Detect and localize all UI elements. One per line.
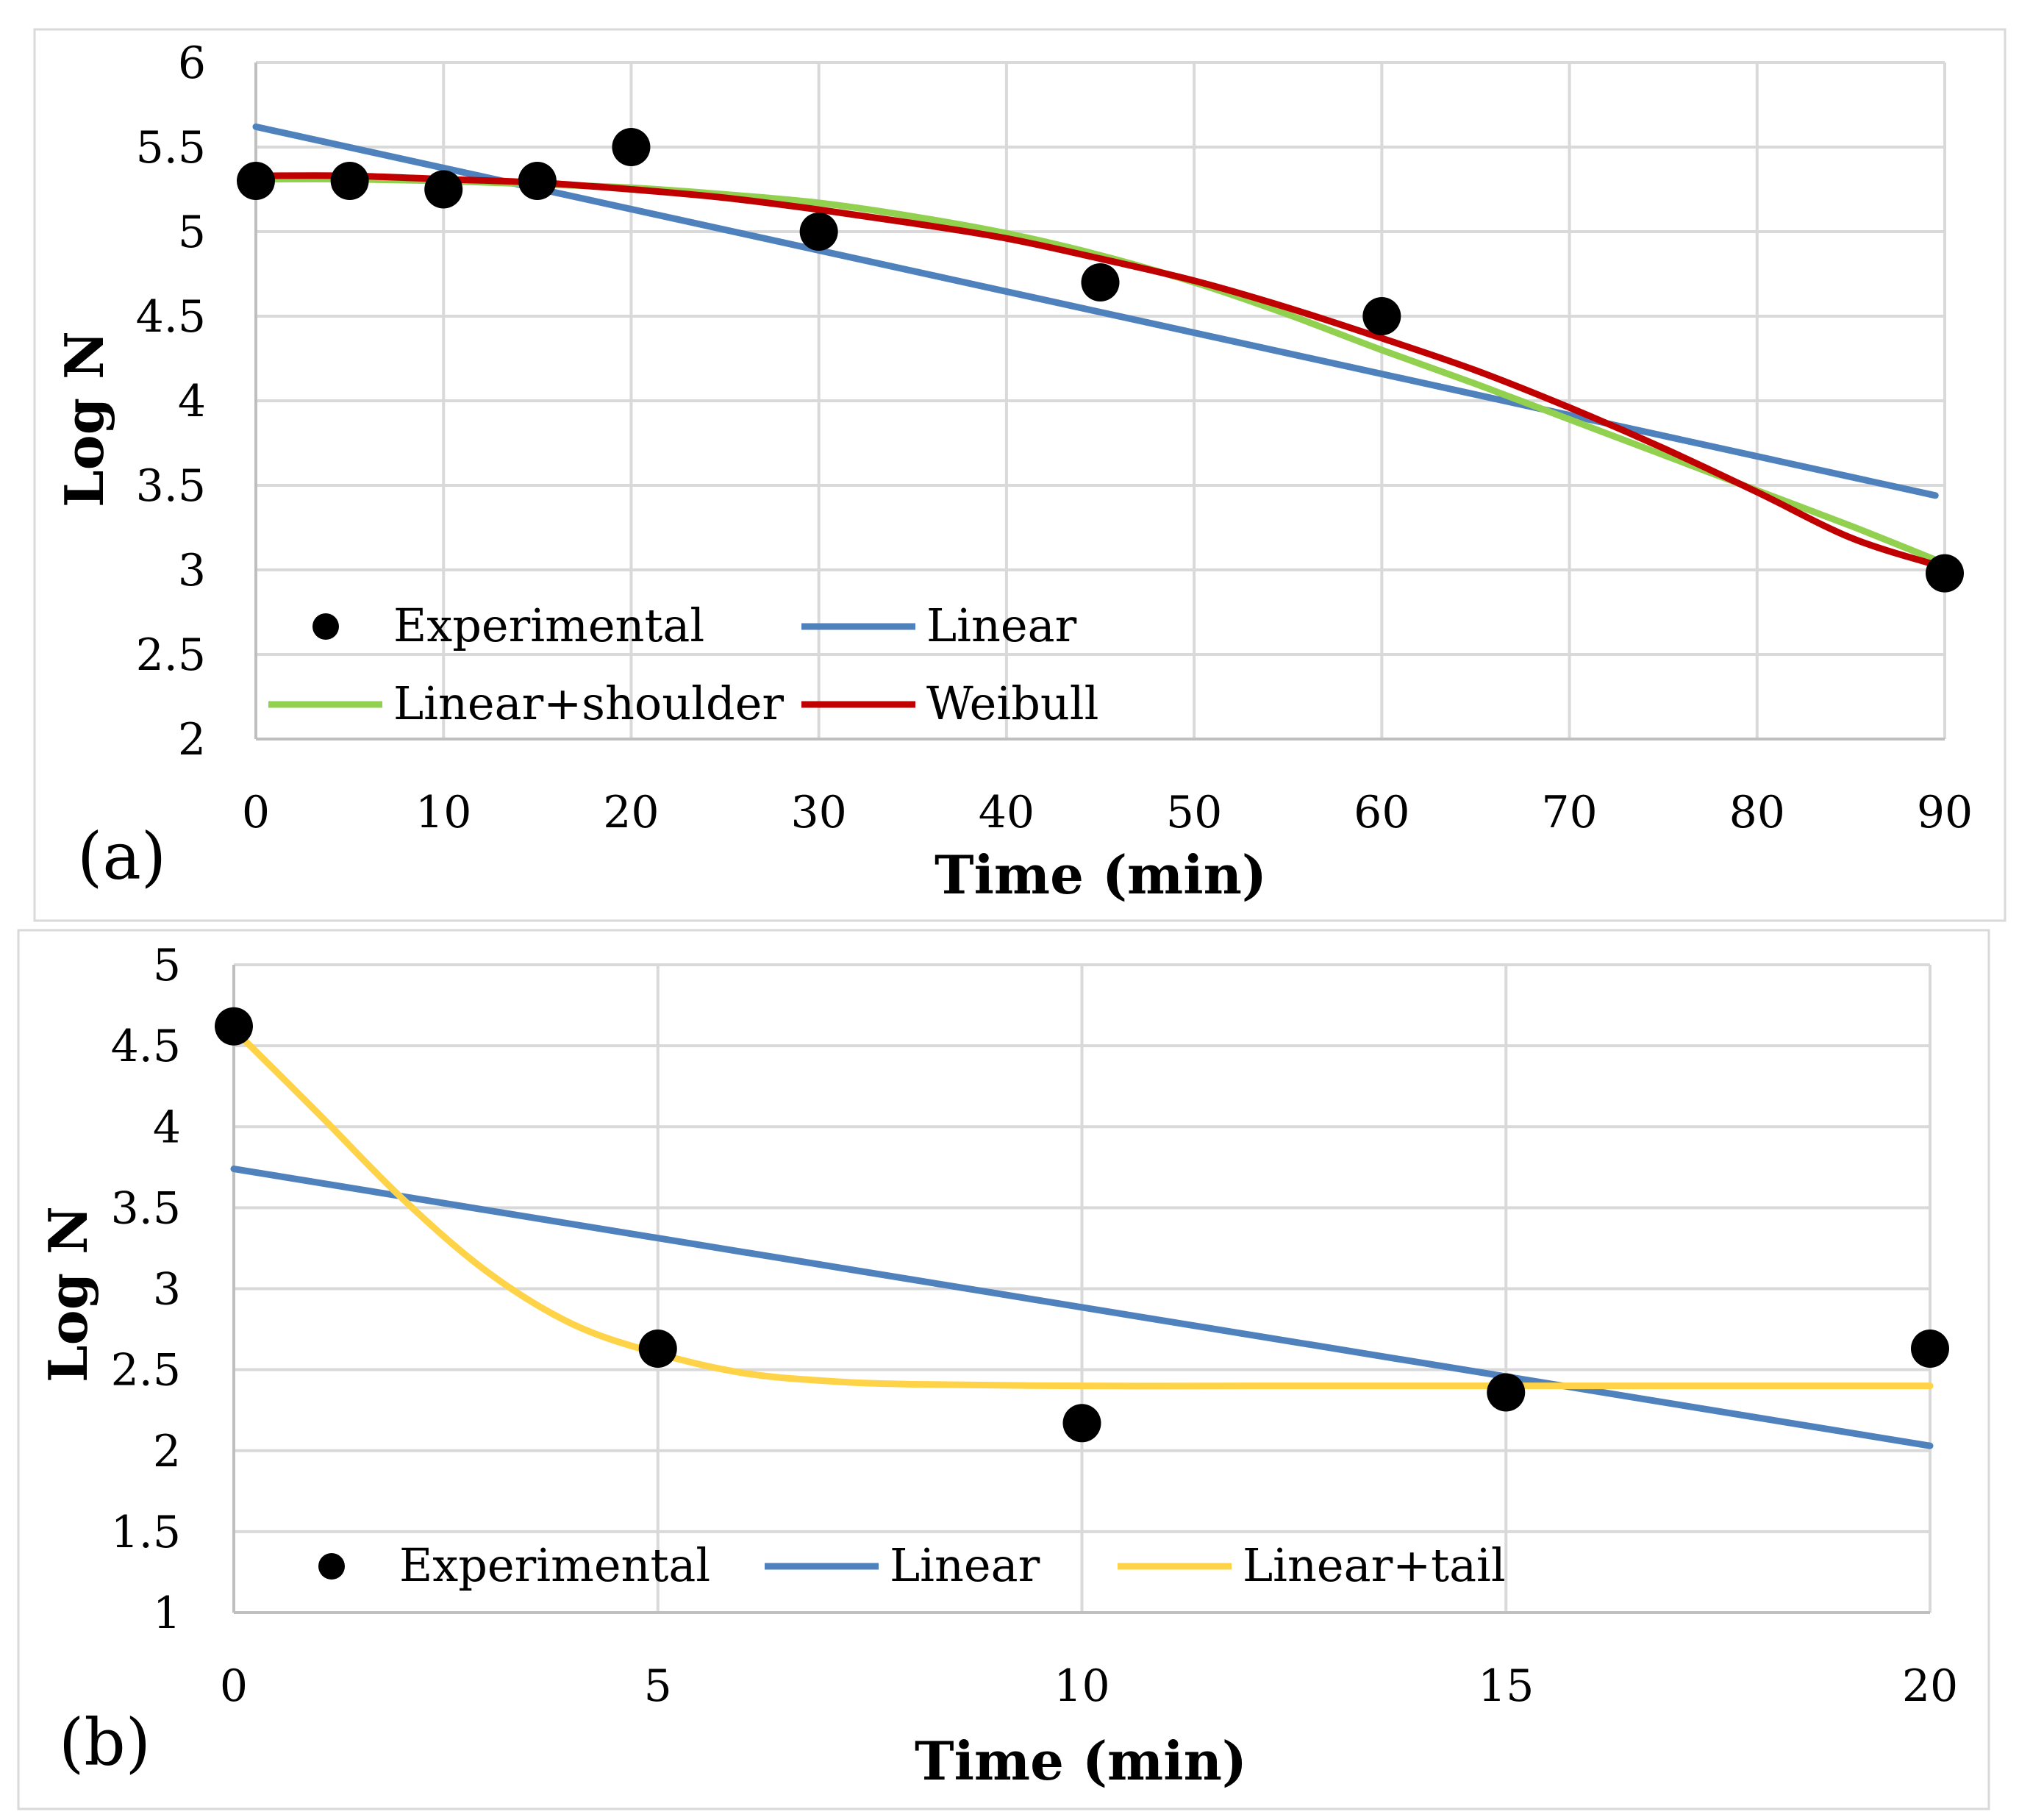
legend-a-linear-label: Linear (926, 599, 1077, 652)
panel-b-ytick-label: 3.5 (111, 1182, 181, 1234)
panel-a: 0 10 20 30 40 50 60 70 80 90 2 2.5 3 3.5 4 4.5 5 5.5 6 Log… (33, 28, 2007, 922)
legend-b-experimental-marker (318, 1553, 345, 1580)
panel-a-xtick-label: 30 (790, 787, 846, 838)
panel-a-xtick-label: 40 (979, 787, 1034, 838)
legend-a-experimental-label: Experimental (393, 599, 704, 652)
panel-a-label: (a) (77, 818, 166, 894)
panel-a-xtick-label: 0 (242, 787, 270, 838)
panel-a-experimental-point (424, 170, 463, 209)
panel-a-ytick-label: 3.5 (136, 460, 206, 512)
legend-a-experimental-marker (312, 613, 339, 640)
legend-b-linear-label: Linear (890, 1538, 1040, 1592)
panel-b-xtick-label: 15 (1478, 1660, 1534, 1712)
panel-b: 0 5 10 15 20 1 1.5 2 2.5 3 3.5 4 4.5 5 Log N Time (mi… (17, 929, 1990, 1810)
panel-b-linear-tail-line (230, 1026, 1934, 1390)
panel-a-ytick-label: 5.5 (136, 122, 206, 174)
panel-a-experimental-point (330, 162, 369, 200)
panel-b-axes (232, 965, 1930, 1614)
panel-b-label: (b) (59, 1705, 151, 1780)
panel-b-ytick-label: 2.5 (111, 1345, 181, 1396)
panel-b-xtick-label: 10 (1054, 1660, 1109, 1712)
panel-a-xtick-label: 50 (1166, 787, 1222, 838)
panel-a-xlabel: Time (min) (935, 843, 1267, 906)
panel-a-ytick-label: 6 (178, 38, 206, 89)
panel-a-ytick-label: 5 (178, 207, 206, 258)
panel-a-experimental-point (799, 213, 838, 251)
panel-a-xtick-label: 20 (603, 787, 659, 838)
legend-b-experimental-label: Experimental (399, 1538, 710, 1592)
panel-a-experimental-point (612, 128, 651, 166)
panel-a-points (237, 128, 1964, 593)
panel-a-experimental-point (1081, 263, 1120, 301)
legend-a-linear-shoulder-label: Linear+shoulder (393, 677, 784, 730)
panel-b-experimental-point (1062, 1404, 1101, 1443)
panel-a-ytick-label: 2 (178, 714, 206, 766)
panel-a-xtick-label: 10 (415, 787, 471, 838)
panel-b-ytick-label: 2 (153, 1426, 181, 1477)
panel-a-ytick-label: 3 (178, 545, 206, 596)
panel-a-legend: Experimental Linear Linear+shoulder Weib… (268, 599, 1098, 730)
panel-a-xtick-label: 90 (1917, 787, 1973, 838)
panel-b-ticks: 0 5 10 15 20 1 1.5 2 2.5 3 3.5 4 4.5 5 (111, 940, 1959, 1712)
panel-a-xtick-label: 80 (1729, 787, 1785, 838)
panel-b-xtick-label: 5 (644, 1660, 672, 1712)
panel-b-ylabel: Log N (37, 1206, 99, 1382)
panel-a-ytick-label: 4.5 (136, 291, 206, 343)
panel-b-ytick-label: 4.5 (111, 1021, 181, 1072)
panel-b-ytick-label: 1.5 (111, 1507, 181, 1558)
panel-a-ylabel: Log N (53, 331, 115, 507)
panel-a-experimental-point (237, 162, 275, 200)
panel-a-xtick-label: 70 (1541, 787, 1597, 838)
panel-a-ytick-label: 4 (178, 376, 206, 427)
panel-a-ticks: 0 10 20 30 40 50 60 70 80 90 2 2.5 3 3.5 4 4.5 5 5.5 6 (136, 38, 1973, 838)
panel-b-experimental-point (1487, 1373, 1526, 1412)
panel-b-ytick-label: 1 (153, 1588, 181, 1639)
panel-b-lines (230, 1026, 1934, 1449)
panel-a-experimental-point (1362, 297, 1401, 335)
panel-b-experimental-point (638, 1329, 677, 1368)
panel-a-ytick-label: 2.5 (136, 629, 206, 681)
legend-b-linear-tail-label: Linear+tail (1243, 1538, 1506, 1592)
panel-b-experimental-point (215, 1007, 253, 1046)
panel-a-experimental-point (518, 162, 557, 200)
panel-b-experimental-point (1911, 1329, 1949, 1368)
panel-b-xlabel: Time (min) (915, 1730, 1247, 1792)
panel-b-points (215, 1007, 1949, 1443)
panel-b-linear-line (230, 1166, 1934, 1449)
panel-b-ytick-label: 5 (153, 940, 181, 991)
panel-a-experimental-point (1926, 554, 1964, 593)
panel-b-ytick-label: 3 (153, 1264, 181, 1316)
panel-a-xtick-label: 60 (1354, 787, 1409, 838)
legend-a-weibull-label: Weibull (926, 677, 1098, 730)
panel-b-legend: Experimental Linear Linear+tail (318, 1538, 1506, 1592)
panel-b-xtick-label: 20 (1902, 1660, 1958, 1712)
panel-b-xtick-label: 0 (220, 1660, 248, 1712)
panel-b-ytick-label: 4 (153, 1102, 181, 1153)
